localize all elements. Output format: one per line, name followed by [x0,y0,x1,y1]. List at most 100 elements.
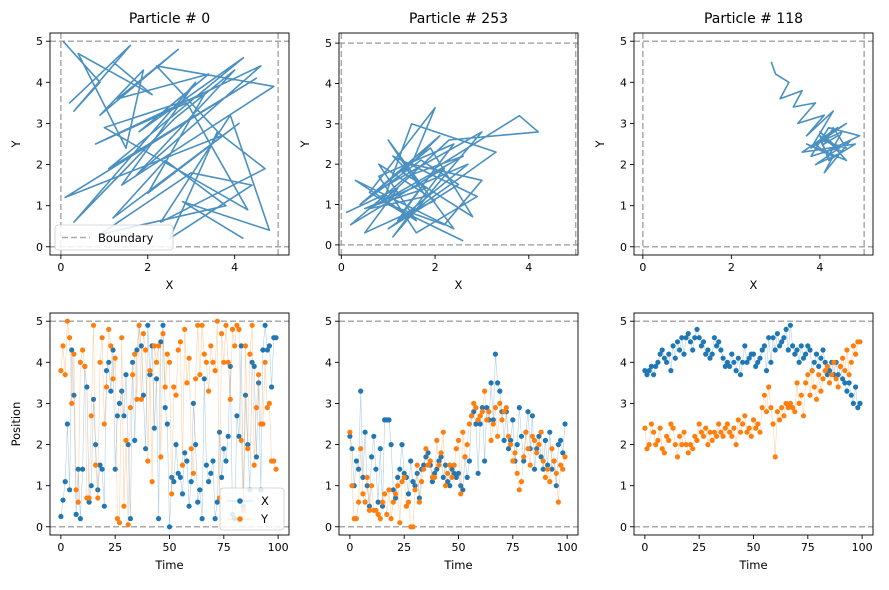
y-tick-label: 0 [620,241,627,254]
point-X [84,384,90,390]
point-X [405,491,412,497]
point-Y [553,470,559,476]
point-Y [143,347,149,353]
point-Y [549,446,555,452]
point-Y [664,433,670,439]
point-Y [488,437,494,443]
point-X [534,446,540,452]
point-Y [90,322,97,328]
point-X [90,396,97,402]
x-axis-label: Time [154,558,183,572]
point-X [353,458,359,464]
point-X [644,372,650,378]
point-Y [703,425,709,431]
point-X [225,433,231,439]
point-Y [748,433,754,439]
point-X [210,458,216,464]
point-Y [145,458,151,464]
point-X [114,413,120,419]
point-X [677,347,683,353]
y-tick-label: 0 [325,239,332,252]
point-Y [182,326,188,332]
point-Y [453,446,459,452]
point-X [822,359,828,365]
point-Y [523,429,529,435]
point-Y [696,421,702,427]
point-X [69,347,75,353]
point-Y [377,516,383,522]
point-Y [364,474,370,480]
point-X [410,479,416,485]
point-Y [542,474,549,480]
point-Y [67,335,73,341]
point-Y [392,491,399,497]
point-X [518,433,525,439]
point-X [195,499,201,505]
point-Y [853,351,859,357]
panel-1: 0 2 4 0 1 2 3 4 5 Particle # 0 X Y Boundary [9,11,290,292]
point-X [696,335,702,341]
point-Y [536,442,542,448]
point-X [685,331,691,337]
point-Y [162,384,168,390]
point-Y [86,495,92,501]
point-Y [238,437,244,443]
point-X [249,359,255,365]
point-X [179,491,186,497]
y-tick-label: 2 [325,158,332,171]
point-X [698,343,705,349]
point-Y [416,499,422,505]
point-Y [687,442,694,448]
point-X [661,355,668,361]
point-Y [816,372,822,378]
point-X [242,392,249,398]
point-X [777,343,783,349]
point-Y [95,495,101,501]
point-Y [82,363,88,369]
point-Y [153,359,160,365]
point-Y [249,322,255,328]
point-X [236,433,242,439]
point-Y [219,331,225,337]
point-Y [140,331,146,337]
plot-area [50,318,289,530]
legend-box [219,487,285,531]
point-Y [260,421,266,427]
point-X [440,474,446,480]
point-X [158,339,164,345]
point-Y [451,462,457,468]
point-X [182,450,188,456]
point-X [529,413,536,419]
point-X [88,483,94,489]
point-Y [510,458,516,464]
point-X [718,347,724,353]
point-Y [714,433,720,439]
point-Y [262,359,268,365]
point-Y [790,405,796,411]
point-X [855,405,861,411]
point-Y [822,368,828,374]
point-X [445,479,451,485]
point-X [813,351,820,357]
point-X [80,466,86,472]
point-Y [169,491,175,497]
point-Y [803,380,809,386]
point-Y [709,437,715,443]
point-X [842,380,848,386]
point-Y [147,368,153,374]
point-X [731,359,737,365]
point-Y [423,446,429,452]
point-Y [382,491,388,497]
point-X [750,351,757,357]
point-Y [464,442,470,448]
point-X [720,355,726,361]
point-Y [103,384,110,390]
point-Y [733,442,739,448]
point-Y [403,503,409,509]
plot-area [634,33,873,255]
point-X [740,359,746,365]
point-X [744,359,750,365]
point-Y [477,413,483,419]
point-X [453,474,459,480]
point-X [397,466,403,472]
